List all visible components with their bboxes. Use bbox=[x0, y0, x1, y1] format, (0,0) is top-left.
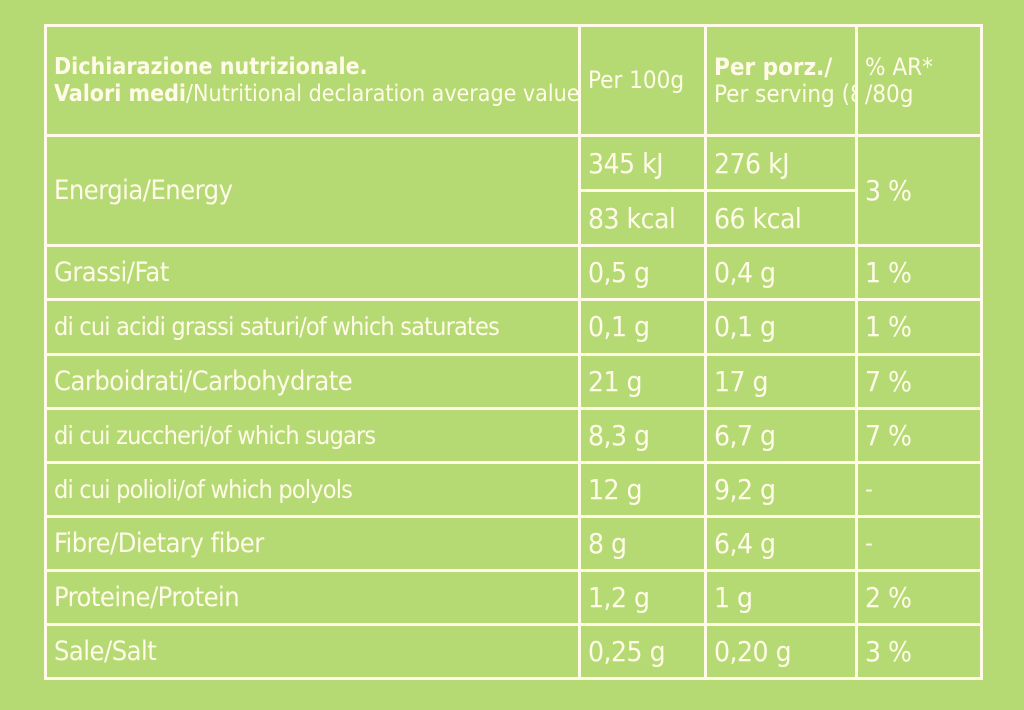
energy-kj-serving: 276 kJ bbox=[704, 134, 858, 193]
row-ar: - bbox=[855, 514, 983, 572]
row-ar: 3 % bbox=[855, 622, 983, 681]
row-per100: 8,3 g bbox=[578, 406, 707, 464]
row-per100: 0,25 g bbox=[578, 622, 707, 681]
row-serving: 6,4 g bbox=[704, 514, 858, 572]
table-row: Carboidrati/Carbohydrate 21 g 17 g 7 % bbox=[44, 352, 983, 410]
table-row: Sale/Salt 0,25 g 0,20 g 3 % bbox=[44, 622, 983, 681]
header-per100: Per 100g bbox=[588, 66, 685, 95]
row-serving: 17 g bbox=[704, 352, 858, 410]
header-serving-cell: Per porz./ Per serving (80 g) bbox=[704, 23, 858, 138]
header-title-bold-1: Dichiarazione nutrizionale. bbox=[54, 53, 368, 80]
header-serving-rest: Per serving (80 g) bbox=[714, 79, 854, 108]
row-ar: 7 % bbox=[855, 352, 983, 410]
nutrition-table: Dichiarazione nutrizionale. Valori medi/… bbox=[44, 23, 983, 681]
row-serving: 0,20 g bbox=[704, 622, 858, 681]
header-row: Dichiarazione nutrizionale. Valori medi/… bbox=[44, 23, 983, 138]
row-per100: 1,2 g bbox=[578, 568, 707, 626]
row-label: Sale/Salt bbox=[44, 622, 581, 681]
table-row: Grassi/Fat 0,5 g 0,4 g 1 % bbox=[44, 244, 983, 302]
header-ar-line1: % AR* bbox=[865, 52, 933, 81]
table-row: di cui polioli/of which polyols 12 g 9,2… bbox=[44, 460, 983, 518]
header-ar-cell: % AR* /80g bbox=[855, 23, 983, 138]
header-per100-cell: Per 100g bbox=[578, 23, 707, 138]
row-per100: 0,5 g bbox=[578, 244, 707, 302]
table-row: Fibre/Dietary fiber 8 g 6,4 g - bbox=[44, 514, 983, 572]
row-label: di cui acidi grassi saturi/of which satu… bbox=[44, 298, 581, 356]
row-per100: 12 g bbox=[578, 460, 707, 518]
table-row: Proteine/Protein 1,2 g 1 g 2 % bbox=[44, 568, 983, 626]
energy-row-kcal: 83 kcal 66 kcal bbox=[46, 189, 982, 248]
row-label: di cui polioli/of which polyols bbox=[44, 460, 581, 518]
row-serving: 9,2 g bbox=[704, 460, 858, 518]
row-per100: 0,1 g bbox=[578, 298, 707, 356]
energy-kcal-serving: 66 kcal bbox=[704, 189, 858, 248]
row-ar: 1 % bbox=[855, 298, 983, 356]
row-ar: 2 % bbox=[855, 568, 983, 626]
nutrition-panel: Dichiarazione nutrizionale. Valori medi/… bbox=[44, 23, 983, 681]
energy-ar: 3 % bbox=[855, 134, 983, 248]
row-serving: 0,4 g bbox=[704, 244, 858, 302]
row-label: Fibre/Dietary fiber bbox=[44, 514, 581, 572]
table-row: di cui acidi grassi saturi/of which satu… bbox=[44, 298, 983, 356]
header-title-bold-2: Valori medi bbox=[54, 80, 187, 107]
row-label: Proteine/Protein bbox=[44, 568, 581, 626]
energy-kj-100: 345 kJ bbox=[578, 134, 707, 193]
row-serving: 0,1 g bbox=[704, 298, 858, 356]
header-ar-line2: /80g bbox=[865, 79, 914, 108]
row-label: Carboidrati/Carbohydrate bbox=[44, 352, 581, 410]
row-label: Grassi/Fat bbox=[44, 244, 581, 302]
row-serving: 1 g bbox=[704, 568, 858, 626]
energy-label: Energia/Energy bbox=[44, 134, 581, 248]
row-ar: 7 % bbox=[855, 406, 983, 464]
header-serving-bold: Per porz./ bbox=[714, 52, 833, 81]
row-serving: 6,7 g bbox=[704, 406, 858, 464]
row-per100: 21 g bbox=[578, 352, 707, 410]
header-title-cell: Dichiarazione nutrizionale. Valori medi/… bbox=[44, 23, 581, 138]
energy-row-kj: Energia/Energy 345 kJ 276 kJ 3 % bbox=[44, 134, 983, 248]
row-per100: 8 g bbox=[578, 514, 707, 572]
row-label: di cui zuccheri/of which sugars bbox=[44, 406, 581, 464]
table-row: di cui zuccheri/of which sugars 8,3 g 6,… bbox=[44, 406, 983, 464]
header-title-rest: /Nutritional declaration average values bbox=[186, 80, 580, 107]
energy-kcal-100: 83 kcal bbox=[578, 189, 707, 248]
row-ar: - bbox=[855, 460, 983, 518]
row-ar: 1 % bbox=[855, 244, 983, 302]
